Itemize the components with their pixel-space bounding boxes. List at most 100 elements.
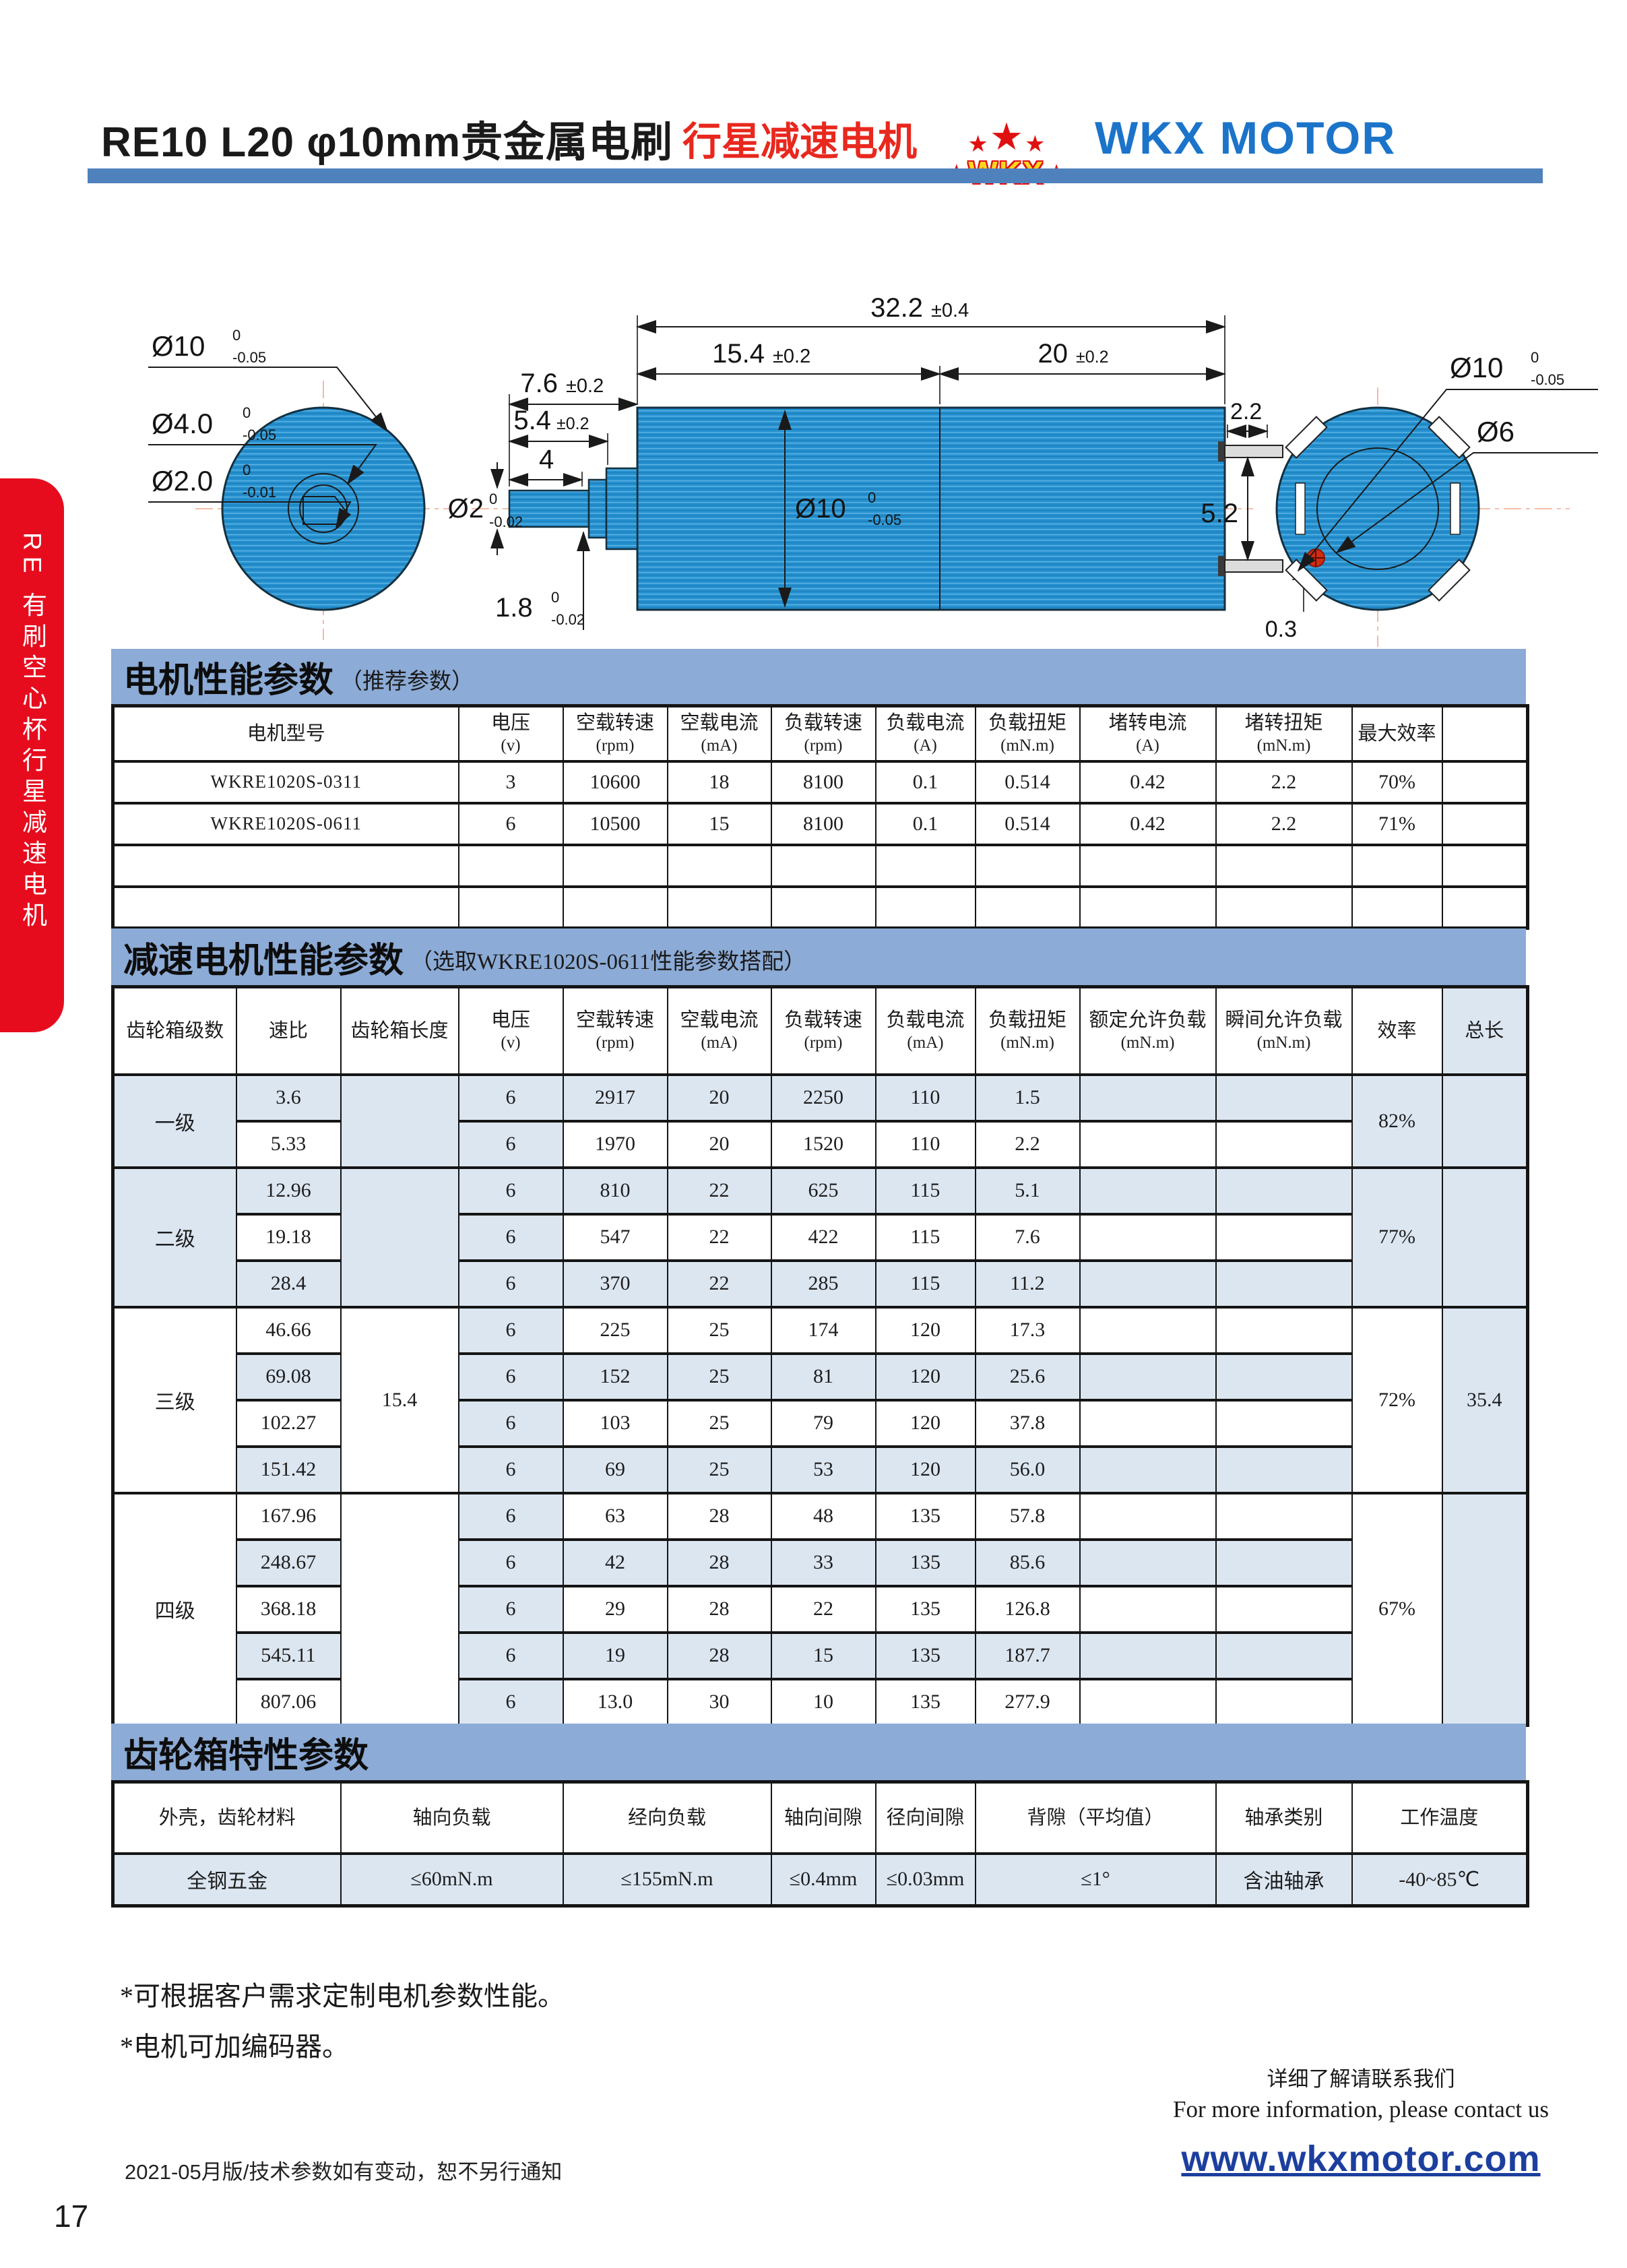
column-header: 电压 (v) xyxy=(457,985,564,1076)
data-cell: 2250 xyxy=(770,1073,876,1123)
svg-text:-0.05: -0.05 xyxy=(1531,371,1564,388)
svg-text:±0.2: ±0.2 xyxy=(556,414,589,433)
voltage-cell: 6 xyxy=(457,1212,564,1262)
data-cell: 1520 xyxy=(770,1119,876,1169)
data-cell: 135 xyxy=(874,1491,976,1541)
data-cell: 625 xyxy=(770,1166,876,1216)
svg-text:±0.2: ±0.2 xyxy=(566,375,604,397)
side-view: 32.2 ±0.4 15.4 ±0.2 20 ±0.2 7.6 ±0.2 5.4… xyxy=(448,293,1253,630)
data-cell: 0.1 xyxy=(874,801,976,846)
column-header: 空载转速 (rpm) xyxy=(562,985,668,1076)
data-cell: 69 xyxy=(562,1445,668,1494)
data-cell xyxy=(1441,801,1529,846)
data-cell xyxy=(1079,1305,1217,1355)
data-cell xyxy=(457,843,564,888)
column-header: 电机型号 xyxy=(112,704,459,763)
total-length-cell xyxy=(1441,1073,1529,1169)
column-header: 负载电流 (A) xyxy=(874,704,976,763)
data-cell: 135 xyxy=(874,1538,976,1587)
data-cell xyxy=(1215,1352,1353,1401)
column-header: 最大效率 xyxy=(1351,704,1443,763)
column-header: 轴向间隙 xyxy=(770,1780,876,1855)
website-link[interactable]: www.wkxmotor.com xyxy=(1181,2139,1541,2179)
voltage-cell: 6 xyxy=(457,1677,564,1727)
motor-body xyxy=(636,406,1226,611)
dim-label: 2.2 xyxy=(1230,399,1262,424)
voltage-cell: 6 xyxy=(457,1073,564,1123)
data-cell: 126.8 xyxy=(974,1584,1081,1634)
data-cell: 2.2 xyxy=(1215,801,1353,846)
rear-housing xyxy=(1275,406,1480,611)
data-cell xyxy=(1351,885,1443,930)
svg-text:-0.05: -0.05 xyxy=(243,427,276,443)
data-cell xyxy=(1215,1677,1353,1727)
column-header: 背隙（平均值） xyxy=(974,1780,1217,1855)
ratio-cell: 248.67 xyxy=(235,1538,342,1587)
data-cell: 25 xyxy=(666,1398,772,1448)
data-cell: 20 xyxy=(666,1119,772,1169)
table-row: 28.4 6 370 22 285 115 11.2 xyxy=(113,1259,1528,1309)
contact-text-en: For more information, please contact us xyxy=(1173,2096,1549,2122)
svg-text:0: 0 xyxy=(1531,349,1539,366)
model-cell: WKRE1020S-0611 xyxy=(112,801,459,846)
data-cell: 48 xyxy=(770,1491,876,1541)
ratio-cell: 19.18 xyxy=(235,1212,342,1262)
dim-label: Ø2 xyxy=(448,494,484,524)
svg-text:0: 0 xyxy=(489,491,497,507)
data-cell: 57.8 xyxy=(974,1491,1081,1541)
column-header: 齿轮箱长度 xyxy=(340,985,459,1076)
data-cell xyxy=(1079,1259,1217,1309)
section-subtitle: （推荐参数） xyxy=(340,670,474,694)
efficiency-cell: 77% xyxy=(1351,1166,1443,1309)
voltage-cell: 6 xyxy=(457,1352,564,1401)
data-cell xyxy=(1215,843,1353,888)
data-cell xyxy=(974,843,1081,888)
terminal xyxy=(1224,559,1283,573)
data-cell: 1.5 xyxy=(974,1073,1081,1123)
data-cell: 110 xyxy=(874,1073,976,1123)
data-cell: 25 xyxy=(666,1445,772,1494)
dim-label: Ø10 xyxy=(1450,352,1503,383)
svg-text:-0.01: -0.01 xyxy=(243,484,276,501)
section-title: 电机性能参数 xyxy=(123,661,334,700)
data-cell xyxy=(1351,843,1443,888)
table-row: 248.67 6 42 28 33 135 85.6 xyxy=(113,1538,1528,1587)
data-cell: 11.2 xyxy=(974,1259,1081,1309)
dim-label: 4 xyxy=(539,445,554,474)
data-cell: 547 xyxy=(562,1212,668,1262)
data-cell: 8100 xyxy=(770,759,876,805)
column-header: 轴向负载 xyxy=(340,1780,564,1855)
data-cell xyxy=(1215,1305,1353,1355)
data-cell: 0.42 xyxy=(1079,759,1217,805)
dim-label: Ø6 xyxy=(1477,416,1514,447)
data-cell: 187.7 xyxy=(974,1631,1081,1680)
svg-text:±0.2: ±0.2 xyxy=(773,346,810,367)
series-side-tab: RE 有刷空心杯行星减速电机 xyxy=(0,478,64,1032)
logo-stars-icon: ★ ★ ★ xyxy=(967,118,1045,156)
column-header: 效率 xyxy=(1351,985,1443,1076)
data-cell: ≤155mN.m xyxy=(562,1852,772,1908)
star-icon: ★ xyxy=(989,115,1024,158)
model-cell: WKRE1020S-0311 xyxy=(112,759,459,805)
header-row: 齿轮箱级数 速比 齿轮箱长度 电压 (v) 空载转速 (rpm) 空载电流 (mA) 负载转速 (r… xyxy=(112,985,1529,1076)
data-cell: 277.9 xyxy=(974,1677,1081,1727)
column-header: 空载电流 (mA) xyxy=(666,704,772,763)
data-cell xyxy=(770,885,876,930)
model-cell xyxy=(112,843,459,888)
data-cell: 20 xyxy=(666,1073,772,1123)
svg-text:-0.05: -0.05 xyxy=(232,349,266,366)
data-cell: ≤0.4mm xyxy=(770,1852,876,1908)
table-row xyxy=(112,885,1529,930)
data-cell xyxy=(1215,1259,1353,1309)
data-cell xyxy=(1079,1352,1217,1401)
data-cell: 15 xyxy=(666,801,772,846)
data-cell: 17.3 xyxy=(974,1305,1081,1355)
front-housing xyxy=(221,406,426,611)
data-cell: 370 xyxy=(562,1259,668,1309)
gear-table-title-bar: 减速电机性能参数 （选取WKRE1020S-0611性能参数搭配） xyxy=(111,928,1526,985)
data-cell: 含油轴承 xyxy=(1215,1852,1353,1908)
dim-label: 15.4 xyxy=(712,339,765,369)
data-cell xyxy=(1079,1073,1217,1123)
stage-cell: 四级 xyxy=(112,1491,237,1727)
